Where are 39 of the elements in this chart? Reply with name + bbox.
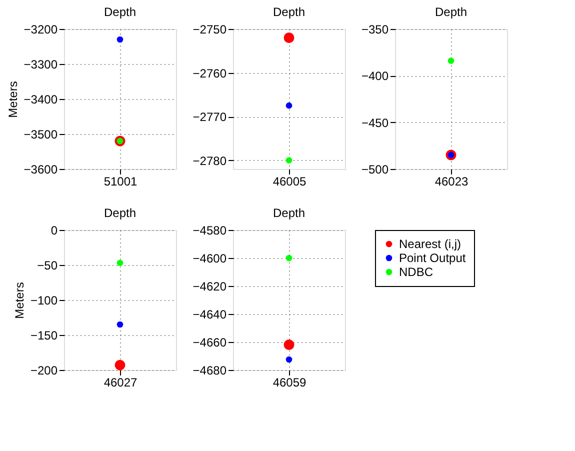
y-tick-label: −4600 (192, 252, 227, 266)
chart-title: Depth (104, 5, 136, 19)
legend-label: NDBC (399, 265, 434, 279)
y-tick-label: 0 (50, 224, 58, 238)
y-tick-label: −3300 (24, 58, 58, 72)
x-tick-label: 46027 (104, 376, 138, 390)
y-tick-label: −500 (361, 162, 389, 176)
y-tick-label: −200 (30, 364, 58, 378)
y-tick-label: −400 (361, 69, 389, 84)
y-tick-label: −4640 (192, 308, 227, 322)
y-tick-label: −3400 (24, 92, 58, 106)
x-tick-label: 46023 (434, 174, 469, 188)
legend-label: Point Output (399, 251, 466, 265)
chart-title: Depth (272, 206, 306, 220)
x-tick-label: 51001 (104, 174, 138, 188)
y-tick-label: −2750 (192, 22, 227, 36)
y-axis-title: Meters (12, 282, 26, 319)
y-tick-label: −2780 (192, 154, 227, 168)
y-tick-label: −450 (361, 116, 389, 130)
x-tick-label: 46005 (272, 174, 307, 188)
y-tick-label: −4660 (192, 336, 227, 350)
y-tick-label: −3200 (24, 22, 58, 36)
y-tick-label: −350 (361, 22, 389, 36)
x-tick-label: 46059 (272, 376, 307, 390)
chart-title: Depth (104, 206, 136, 220)
y-tick-label: −4680 (192, 364, 227, 378)
y-tick-label: −4620 (192, 280, 227, 294)
y-tick-label: −150 (30, 328, 58, 342)
y-tick-label: −2760 (192, 66, 227, 80)
chart-title: Depth (434, 5, 468, 19)
y-tick-label: −2770 (192, 110, 227, 124)
y-tick-label: −3500 (24, 128, 58, 142)
y-tick-label: −50 (37, 258, 58, 272)
y-axis-title: Meters (6, 81, 20, 118)
legend-label: Nearest (i,j) (399, 237, 462, 251)
y-tick-label: −4580 (192, 224, 227, 238)
chart-title: Depth (272, 5, 306, 19)
y-tick-label: −3600 (24, 162, 58, 176)
y-tick-label: −100 (30, 294, 58, 308)
